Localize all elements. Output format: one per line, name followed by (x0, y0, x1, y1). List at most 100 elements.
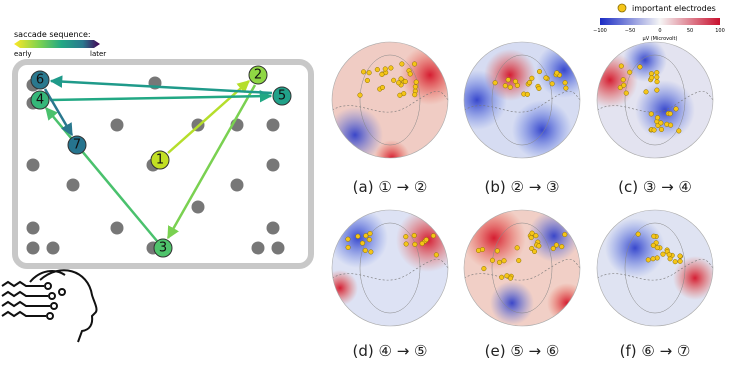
important-electrode (673, 106, 679, 112)
important-electrode (516, 257, 522, 264)
important-electrode (411, 61, 418, 67)
colorbar (600, 18, 720, 25)
important-electrode (396, 80, 402, 86)
important-electrode (411, 232, 417, 239)
important-electrode (481, 266, 487, 272)
head-outline (596, 41, 714, 159)
important-electrode (504, 273, 510, 279)
important-electrode (618, 63, 624, 69)
brain-outline (624, 54, 686, 146)
important-electrode (623, 90, 629, 96)
important-electrode (364, 77, 370, 84)
important-electrode (492, 80, 498, 86)
fixation-dots (26, 76, 285, 255)
saccade (166, 84, 257, 240)
important-electrode (676, 128, 682, 134)
important-electrode (529, 75, 535, 81)
important-electrode (524, 91, 530, 97)
node-circle (153, 238, 173, 258)
topomap-field (597, 42, 713, 158)
important-electrode (654, 245, 660, 251)
head-outline (463, 41, 581, 159)
node-label: 5 (278, 89, 286, 104)
panel-caption: (a) ① → ② (353, 178, 428, 196)
important-electrode (536, 85, 542, 91)
important-electrode (536, 69, 543, 75)
fixation-dot (266, 158, 280, 172)
important-electrode (359, 240, 366, 246)
screen (12, 59, 314, 269)
important-electrode (654, 87, 660, 93)
important-electrode (651, 127, 657, 133)
important-electrode (489, 257, 496, 263)
important-electrode (362, 247, 368, 253)
saccade-node: 4 (30, 90, 50, 110)
panel-caption: (e) ⑤ → ⑥ (485, 342, 560, 360)
panel-caption: (b) ② → ③ (485, 178, 560, 196)
important-electrode (562, 80, 568, 86)
brain-outline (624, 222, 686, 314)
important-electrode (388, 65, 394, 71)
important-electrode (403, 234, 409, 240)
important-electrode (635, 231, 641, 237)
important-electrode (677, 253, 683, 259)
important-electrode (398, 76, 404, 82)
topomap-field (464, 210, 580, 326)
electrode-legend-marker (617, 3, 627, 13)
head-outline (596, 209, 714, 327)
potential-blob (605, 218, 665, 278)
important-electrode (654, 255, 660, 261)
important-electrode (479, 246, 486, 253)
important-electrode (660, 251, 666, 257)
important-electrode (412, 84, 418, 90)
saccade-node: 5 (272, 86, 292, 106)
important-electrode (531, 248, 538, 255)
potential-blob (332, 270, 358, 306)
colorbar-tick: 0 (658, 28, 661, 34)
important-electrode (507, 84, 513, 90)
topomap-field (597, 210, 713, 326)
important-electrode (536, 243, 542, 249)
head-outline (331, 41, 449, 159)
head-outline (463, 209, 581, 327)
fixation-dot (271, 241, 285, 255)
important-electrode (374, 67, 380, 73)
important-electrode (621, 82, 627, 88)
fixation-dot (26, 158, 40, 172)
important-electrode (655, 115, 661, 121)
important-electrode (677, 258, 683, 264)
node-label: 4 (36, 93, 44, 108)
important-electrode (412, 92, 418, 98)
saccade-node: 7 (67, 135, 87, 155)
important-electrode (355, 233, 361, 239)
colorbar-label: μV (Microvolt) (643, 36, 678, 42)
fixation-dot (26, 241, 40, 255)
important-electrode (648, 111, 654, 117)
topomap (463, 209, 581, 327)
important-electrode (650, 242, 656, 248)
colorbar-tick: 100 (715, 28, 725, 34)
brain-outline (359, 222, 421, 314)
colorbar-tick: 50 (687, 28, 693, 34)
important-electrode (650, 256, 656, 262)
node-circle (248, 65, 268, 85)
fixation-dot (266, 118, 280, 132)
panel-caption: (d) ④ → ⑤ (353, 342, 428, 360)
important-electrode (654, 79, 660, 85)
fixation-dot (46, 241, 60, 255)
important-electrode (423, 237, 429, 243)
colorbar-tick: −50 (625, 28, 636, 34)
saccade (49, 89, 273, 103)
important-electrode (366, 70, 372, 76)
important-electrode (507, 275, 514, 281)
important-electrode (550, 245, 556, 252)
important-electrode (345, 244, 351, 251)
legend-early: early (14, 50, 32, 58)
saccade (167, 80, 250, 154)
node-label: 7 (73, 138, 81, 153)
important-electrode (620, 77, 626, 83)
node-label: 1 (156, 153, 164, 168)
important-electrode (412, 241, 418, 247)
important-electrode (512, 78, 519, 84)
important-electrode (533, 233, 539, 239)
